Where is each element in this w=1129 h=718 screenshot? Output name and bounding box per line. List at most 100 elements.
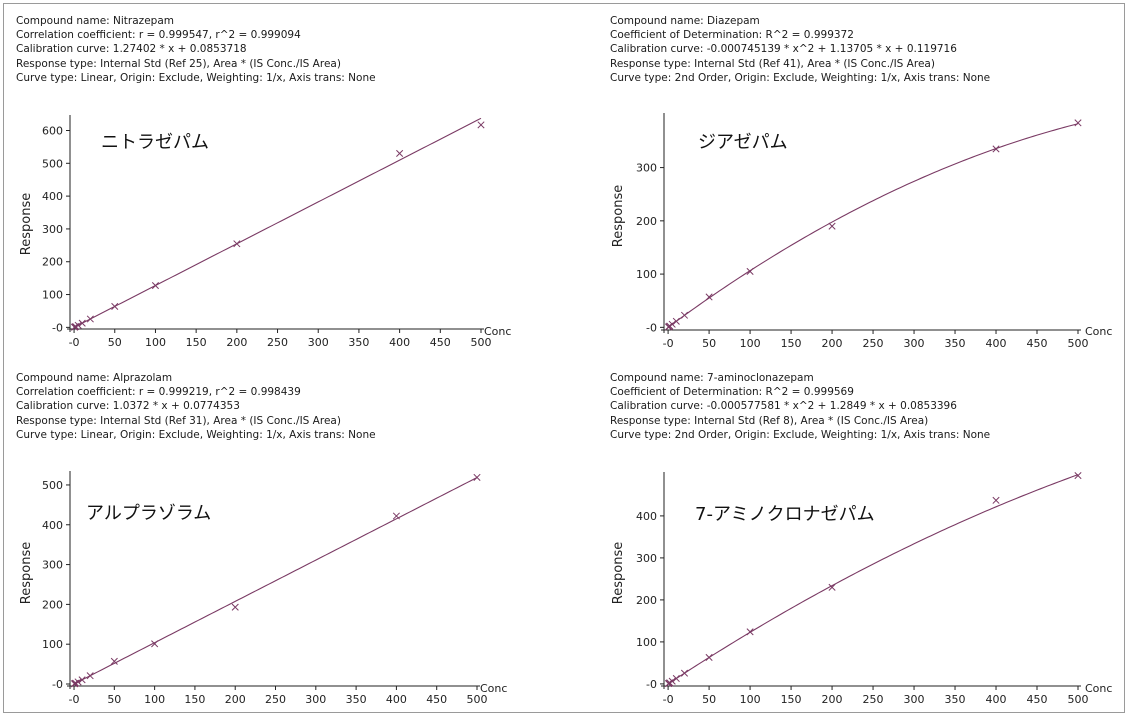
response-type: Response type: Internal Std (Ref 25), Ar… <box>16 57 341 70</box>
panel-diazepam: Compound name: Diazepam Coefficient of D… <box>598 4 1129 361</box>
coefficient-of-determination: Coefficient of Determination: R^2 = 0.99… <box>610 29 854 42</box>
y-tick-label: 300 <box>636 162 657 175</box>
x-tick-label: 250 <box>863 337 884 350</box>
y-tick-label: 200 <box>636 215 657 228</box>
x-tick-label: 400 <box>986 693 1007 706</box>
y-tick-label: 100 <box>636 268 657 281</box>
x-tick-label: 300 <box>904 337 925 350</box>
panel-alprazolam: Compound name: Alprazolam Correlation co… <box>4 361 564 718</box>
data-point <box>74 321 82 329</box>
compound-name: Compound name: Diazepam <box>610 15 760 27</box>
calibration-curve: Calibration curve: -0.000577581 * x^2 + … <box>610 400 957 413</box>
data-point <box>86 315 94 323</box>
response-type: Response type: Internal Std (Ref 41), Ar… <box>610 57 935 70</box>
data-point <box>1074 472 1082 480</box>
x-tick-label: 300 <box>308 336 329 349</box>
data-point <box>74 678 82 686</box>
x-tick-label: 350 <box>945 693 966 706</box>
data-point <box>672 317 680 325</box>
x-tick-label: 250 <box>267 336 288 349</box>
y-tick-label: 200 <box>42 598 63 611</box>
curve-type: Curve type: 2nd Order, Origin: Exclude, … <box>610 428 991 441</box>
calibration-fit-line <box>73 117 482 328</box>
data-point <box>828 583 836 591</box>
compound-name: Compound name: 7-aminoclonazepam <box>610 372 814 384</box>
x-tick-label: 300 <box>305 693 326 706</box>
data-point <box>705 293 713 301</box>
x-tick-label: 50 <box>702 337 716 350</box>
data-point <box>151 282 160 290</box>
x-tick-label: 150 <box>184 693 205 706</box>
y-axis-label: Response <box>611 185 626 247</box>
chart-title-jp: ジアゼパム <box>698 132 788 153</box>
y-tick-label: 100 <box>636 636 657 649</box>
x-tick-label: 50 <box>107 693 121 706</box>
x-tick-label: 450 <box>430 336 451 349</box>
calibration-fit-line <box>667 123 1079 328</box>
data-point <box>668 320 676 328</box>
x-axis-label: Conc <box>480 682 507 695</box>
data-point <box>233 240 241 248</box>
x-tick-label: 300 <box>904 693 925 706</box>
y-tick-label: 400 <box>42 190 63 203</box>
x-tick-label: 200 <box>822 693 843 706</box>
y-tick-label: 500 <box>42 157 63 170</box>
y-tick-label: 300 <box>636 552 657 565</box>
calibration-curve: Calibration curve: 1.27402 * x + 0.08537… <box>16 43 247 56</box>
x-tick-label: 500 <box>1068 693 1089 706</box>
y-tick-label: 100 <box>42 638 63 651</box>
x-tick-label: 450 <box>1027 337 1048 350</box>
calibration-fit-line <box>73 477 478 685</box>
x-tick-label: 350 <box>348 336 369 349</box>
compound-name: Compound name: Nitrazepam <box>16 15 174 27</box>
x-axis-label: Conc <box>484 325 511 338</box>
x-tick-label: 250 <box>863 693 884 706</box>
x-tick-label: 500 <box>471 336 492 349</box>
x-tick-label: 350 <box>945 337 966 350</box>
x-tick-label: 400 <box>986 337 1007 350</box>
data-point <box>680 669 689 677</box>
x-tick-label: 500 <box>467 693 488 706</box>
calibration-plot: ジアゼパム Response Conc -0 50 100 150 200 250 300 3… <box>611 113 1112 350</box>
response-type: Response type: Internal Std (Ref 31), Ar… <box>16 414 341 427</box>
x-tick-label: 350 <box>346 693 367 706</box>
data-point <box>231 603 239 611</box>
x-axis-label: Conc <box>1085 682 1112 695</box>
y-tick-label: 100 <box>42 289 63 302</box>
y-tick-label: 500 <box>42 479 63 492</box>
x-tick-label: -0 <box>69 693 80 706</box>
y-axis-label: Response <box>19 193 34 255</box>
x-tick-label: 50 <box>108 336 122 349</box>
curve-type: Curve type: Linear, Origin: Exclude, Wei… <box>16 71 376 84</box>
y-axis-label: Response <box>611 542 626 604</box>
x-tick-label: 50 <box>702 693 716 706</box>
data-point <box>705 653 713 661</box>
data-point <box>992 145 1000 153</box>
calibration-plot: アルプラゾラム Response Conc -0 50 100 150 200 250 30… <box>19 471 507 706</box>
compound-name: Compound name: Alprazolam <box>16 372 173 384</box>
x-tick-label: 200 <box>822 337 843 350</box>
y-tick-label: 200 <box>636 594 657 607</box>
figure-frame: Compound name: Nitrazepam Correlation co… <box>3 3 1125 713</box>
compound-info: Compound name: 7-aminoclonazepam Coeffic… <box>610 371 990 442</box>
compound-info: Compound name: Nitrazepam Correlation co… <box>16 14 376 85</box>
x-tick-label: 400 <box>386 693 407 706</box>
calibration-curve: Calibration curve: 1.0372 * x + 0.077435… <box>16 400 240 413</box>
data-point <box>746 628 754 636</box>
response-type: Response type: Internal Std (Ref 8), Are… <box>610 414 929 427</box>
x-tick-label: 400 <box>389 336 410 349</box>
correlation-coefficient: Correlation coefficient: r = 0.999547, r… <box>16 29 301 42</box>
x-tick-label: 100 <box>144 693 165 706</box>
data-point <box>828 222 836 230</box>
y-tick-label: -0 <box>52 678 63 691</box>
data-point <box>477 121 485 129</box>
x-tick-label: 450 <box>1027 693 1048 706</box>
coefficient-of-determination: Coefficient of Determination: R^2 = 0.99… <box>610 386 854 399</box>
correlation-coefficient: Correlation coefficient: r = 0.999219, r… <box>16 386 301 399</box>
panel-7-aminoclonazepam: Compound name: 7-aminoclonazepam Coeffic… <box>598 361 1129 718</box>
data-point <box>680 311 689 319</box>
y-tick-label: 300 <box>42 559 63 572</box>
calibration-curve: Calibration curve: -0.000745139 * x^2 + … <box>610 43 957 56</box>
compound-info: Compound name: Alprazolam Correlation co… <box>16 371 376 442</box>
calibration-fit-line <box>667 474 1079 685</box>
